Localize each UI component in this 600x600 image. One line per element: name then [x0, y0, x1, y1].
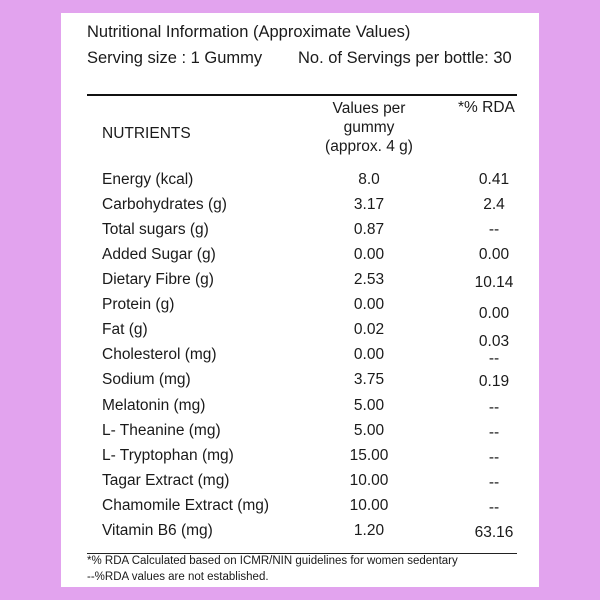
column-header-values-line1: Values per — [332, 100, 406, 117]
nutrient-name: Energy (kcal) — [102, 171, 194, 188]
nutrient-value: 15.00 — [349, 447, 389, 464]
nutrient-rda: -- — [488, 474, 500, 491]
servings-per-bottle: No. of Servings per bottle: 30 — [298, 49, 512, 67]
nutrient-rda: -- — [488, 424, 500, 441]
nutrient-value: 0.00 — [353, 346, 385, 363]
nutrient-rda: 2.4 — [483, 196, 505, 213]
nutrient-rda: 0.00 — [478, 246, 510, 263]
nutrition-label-panel: Nutritional Information (Approximate Val… — [61, 13, 539, 587]
nutrient-rda: -- — [488, 399, 500, 416]
column-header-values-line2: gummy — [343, 119, 395, 136]
nutrient-name: Carbohydrates (g) — [102, 196, 227, 213]
nutrient-name: Cholesterol (mg) — [102, 346, 217, 363]
nutrient-name: Total sugars (g) — [102, 221, 209, 238]
nutrient-rda: -- — [488, 350, 500, 367]
nutrient-name: Tagar Extract (mg) — [102, 472, 230, 489]
nutrient-value: 3.17 — [353, 196, 385, 213]
column-header-values: Values per gummy (approx. 4 g) — [299, 99, 439, 156]
nutrient-value: 5.00 — [353, 422, 385, 439]
nutrient-rda: 0.03 — [478, 333, 510, 350]
nutrient-value: 3.75 — [353, 371, 385, 388]
nutrient-value: 1.20 — [353, 522, 385, 539]
nutrient-rda: 0.41 — [478, 171, 510, 188]
nutrient-value: 8.0 — [358, 171, 380, 188]
nutrient-rda: 10.14 — [474, 274, 514, 291]
nutrient-value: 10.00 — [349, 497, 389, 514]
nutrient-name: L- Tryptophan (mg) — [102, 447, 234, 464]
nutrient-value: 0.00 — [353, 296, 385, 313]
column-header-values-line3: (approx. 4 g) — [325, 138, 413, 155]
nutrient-rda: 0.19 — [478, 373, 510, 390]
nutrient-value: 5.00 — [353, 397, 385, 414]
column-header-rda: *% RDA — [458, 99, 515, 116]
footnote-rda-basis: *% RDA Calculated based on ICMR/NIN guid… — [87, 555, 458, 567]
nutrient-value: 0.00 — [353, 246, 385, 263]
nutrient-name: Sodium (mg) — [102, 371, 191, 388]
footer-divider — [87, 553, 517, 554]
nutrient-rda: 63.16 — [474, 524, 514, 541]
nutrient-name: Fat (g) — [102, 321, 148, 338]
nutrient-name: Vitamin B6 (mg) — [102, 522, 213, 539]
nutrient-rda: -- — [488, 221, 500, 238]
nutrient-rda: -- — [488, 499, 500, 516]
nutrient-value: 0.02 — [353, 321, 385, 338]
nutrient-name: Protein (g) — [102, 296, 175, 313]
serving-size: Serving size : 1 Gummy — [87, 49, 263, 67]
nutrient-value: 2.53 — [353, 271, 385, 288]
nutrient-name: Dietary Fibre (g) — [102, 271, 214, 288]
nutrient-value: 10.00 — [349, 472, 389, 489]
nutrient-name: Melatonin (mg) — [102, 397, 206, 414]
column-header-nutrients: NUTRIENTS — [102, 125, 191, 142]
nutrient-name: L- Theanine (mg) — [102, 422, 221, 439]
label-title: Nutritional Information (Approximate Val… — [87, 23, 411, 41]
nutrient-rda: 0.00 — [478, 305, 510, 322]
nutrient-value: 0.87 — [353, 221, 385, 238]
nutrient-rda: -- — [488, 449, 500, 466]
nutrient-name: Chamomile Extract (mg) — [102, 497, 270, 514]
header-divider — [87, 94, 517, 96]
footnote-rda-not-established: --%RDA values are not established. — [87, 571, 269, 583]
nutrient-name: Added Sugar (g) — [102, 246, 216, 263]
